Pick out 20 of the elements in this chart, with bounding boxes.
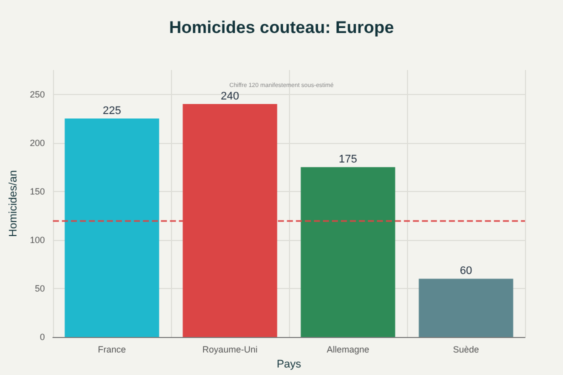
bar bbox=[418, 278, 514, 337]
y-tick-label: 100 bbox=[30, 234, 45, 245]
x-tick-label: Suède bbox=[452, 344, 480, 354]
bar bbox=[300, 167, 396, 337]
x-tick-label: Allemagne bbox=[326, 344, 370, 354]
y-tick-label: 50 bbox=[34, 283, 45, 294]
data-label: 240 bbox=[220, 90, 240, 102]
y-tick-label: 250 bbox=[30, 89, 45, 100]
data-label: 60 bbox=[460, 265, 472, 278]
x-tick-label: France bbox=[98, 344, 126, 354]
y-tick-label: 150 bbox=[30, 186, 45, 196]
y-tick-label: 0 bbox=[40, 332, 45, 342]
x-axis-title: Pays bbox=[276, 358, 302, 370]
x-tick-label: Royaume-Uni bbox=[202, 344, 258, 354]
y-tick-label: 200 bbox=[30, 138, 45, 148]
data-label: 225 bbox=[102, 105, 122, 118]
y-axis-title: Homicides/an bbox=[8, 170, 20, 237]
chart-title: Homicides couteau: Europe bbox=[169, 18, 394, 37]
bar bbox=[64, 118, 160, 337]
data-label: 175 bbox=[338, 154, 358, 166]
